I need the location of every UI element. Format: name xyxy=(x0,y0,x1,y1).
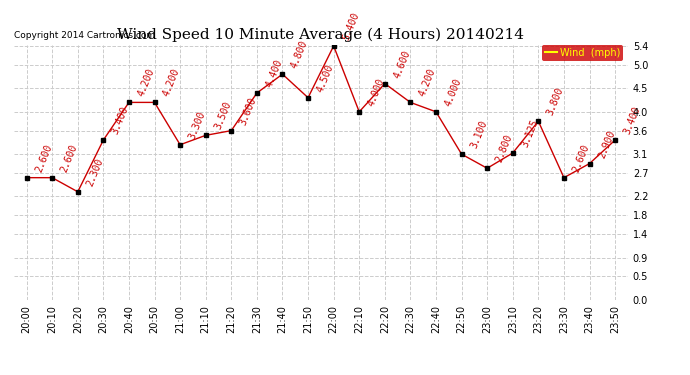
Text: 4.600: 4.600 xyxy=(392,48,412,80)
Text: 3.400: 3.400 xyxy=(622,105,642,136)
Text: 2.800: 2.800 xyxy=(494,133,514,164)
Text: 4.000: 4.000 xyxy=(443,76,463,108)
Text: 3.300: 3.300 xyxy=(187,110,207,141)
Text: 2.300: 2.300 xyxy=(85,157,105,188)
Text: 3.600: 3.600 xyxy=(238,96,259,126)
Text: 4.200: 4.200 xyxy=(161,67,181,98)
Text: 3.125: 3.125 xyxy=(520,118,540,149)
Text: 2.600: 2.600 xyxy=(59,142,79,174)
Text: 4.200: 4.200 xyxy=(136,67,156,98)
Title: Wind Speed 10 Minute Average (4 Hours) 20140214: Wind Speed 10 Minute Average (4 Hours) 2… xyxy=(117,28,524,42)
Text: 3.800: 3.800 xyxy=(545,86,566,117)
Text: Copyright 2014 Cartronics.com: Copyright 2014 Cartronics.com xyxy=(14,31,155,40)
Text: 2.900: 2.900 xyxy=(596,128,617,159)
Text: 2.600: 2.600 xyxy=(34,142,54,174)
Text: 4.000: 4.000 xyxy=(366,76,386,108)
Text: 2.600: 2.600 xyxy=(571,142,591,174)
Text: 3.500: 3.500 xyxy=(213,100,233,131)
Text: 4.500: 4.500 xyxy=(315,63,335,93)
Text: 3.100: 3.100 xyxy=(469,119,489,150)
Text: 4.800: 4.800 xyxy=(289,39,310,70)
Legend: Wind  (mph): Wind (mph) xyxy=(542,45,623,61)
Text: 4.400: 4.400 xyxy=(264,58,284,89)
Text: 5.400: 5.400 xyxy=(341,11,361,42)
Text: 3.400: 3.400 xyxy=(110,105,130,136)
Text: 4.200: 4.200 xyxy=(417,67,437,98)
